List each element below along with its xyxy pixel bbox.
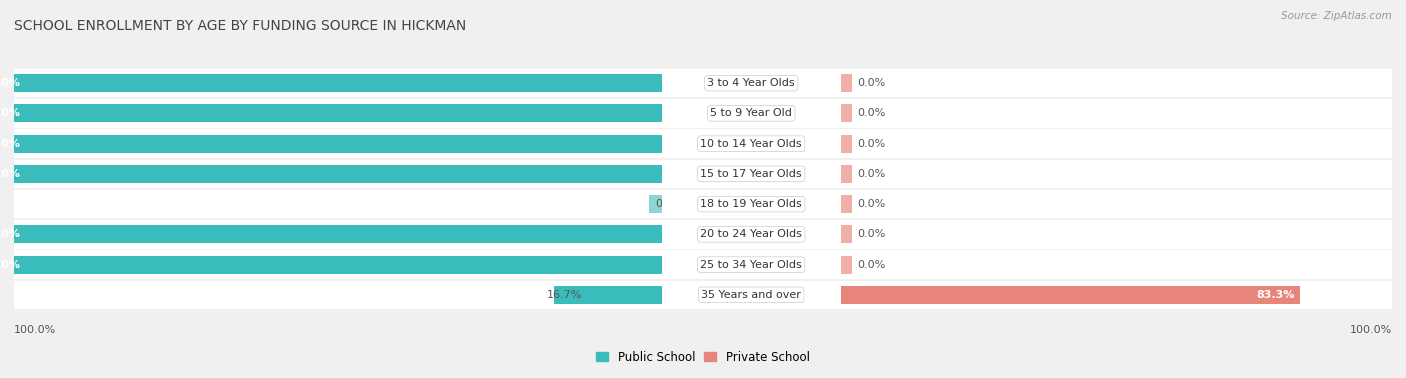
Bar bbox=[14, 99, 662, 128]
Text: Source: ZipAtlas.com: Source: ZipAtlas.com bbox=[1281, 11, 1392, 21]
Bar bbox=[554, 286, 662, 304]
Bar bbox=[662, 220, 841, 249]
Bar bbox=[14, 256, 662, 274]
Text: 100.0%: 100.0% bbox=[14, 325, 56, 335]
Text: 100.0%: 100.0% bbox=[0, 229, 21, 239]
Bar bbox=[662, 160, 841, 188]
Bar bbox=[14, 74, 662, 92]
Bar bbox=[662, 99, 841, 128]
Text: 100.0%: 100.0% bbox=[1350, 325, 1392, 335]
Text: 16.7%: 16.7% bbox=[547, 290, 582, 300]
Bar bbox=[14, 225, 662, 243]
Text: 0.0%: 0.0% bbox=[655, 199, 683, 209]
Text: 100.0%: 100.0% bbox=[0, 260, 21, 270]
Text: 0.0%: 0.0% bbox=[858, 260, 886, 270]
Bar bbox=[14, 190, 662, 218]
Bar bbox=[662, 190, 841, 218]
Text: SCHOOL ENROLLMENT BY AGE BY FUNDING SOURCE IN HICKMAN: SCHOOL ENROLLMENT BY AGE BY FUNDING SOUR… bbox=[14, 19, 467, 33]
Text: 0.0%: 0.0% bbox=[858, 229, 886, 239]
Bar bbox=[662, 69, 841, 98]
Bar bbox=[841, 250, 1392, 279]
Text: 15 to 17 Year Olds: 15 to 17 Year Olds bbox=[700, 169, 801, 179]
Bar bbox=[14, 250, 662, 279]
Bar bbox=[841, 286, 1301, 304]
Bar bbox=[14, 220, 662, 249]
Bar bbox=[841, 160, 1392, 188]
Legend: Public School, Private School: Public School, Private School bbox=[592, 346, 814, 368]
Text: 0.0%: 0.0% bbox=[858, 108, 886, 118]
Bar bbox=[14, 280, 662, 309]
Bar bbox=[648, 195, 662, 213]
Bar bbox=[841, 250, 1392, 279]
Bar bbox=[14, 220, 662, 249]
Bar bbox=[841, 280, 1392, 309]
Bar bbox=[662, 129, 841, 158]
Bar bbox=[14, 135, 662, 153]
Text: 100.0%: 100.0% bbox=[0, 169, 21, 179]
Bar bbox=[841, 220, 1392, 249]
Bar bbox=[841, 104, 852, 122]
Text: 20 to 24 Year Olds: 20 to 24 Year Olds bbox=[700, 229, 803, 239]
Bar bbox=[14, 129, 662, 158]
Bar bbox=[841, 135, 852, 153]
Bar bbox=[841, 99, 1392, 128]
Text: 100.0%: 100.0% bbox=[0, 78, 21, 88]
Bar bbox=[841, 220, 1392, 249]
Text: 10 to 14 Year Olds: 10 to 14 Year Olds bbox=[700, 139, 801, 149]
Bar bbox=[662, 69, 841, 98]
Bar bbox=[14, 160, 662, 188]
Text: 0.0%: 0.0% bbox=[858, 199, 886, 209]
Bar bbox=[662, 220, 841, 249]
Bar bbox=[841, 165, 852, 183]
Bar bbox=[841, 69, 1392, 98]
Text: 83.3%: 83.3% bbox=[1256, 290, 1295, 300]
Bar bbox=[841, 256, 852, 274]
Bar bbox=[14, 280, 662, 309]
Text: 0.0%: 0.0% bbox=[858, 169, 886, 179]
Text: 5 to 9 Year Old: 5 to 9 Year Old bbox=[710, 108, 792, 118]
Bar bbox=[662, 129, 841, 158]
Bar bbox=[841, 129, 1392, 158]
Text: 0.0%: 0.0% bbox=[858, 78, 886, 88]
Bar bbox=[662, 190, 841, 218]
Bar bbox=[841, 99, 1392, 128]
Bar bbox=[14, 69, 662, 98]
Bar bbox=[841, 225, 852, 243]
Bar bbox=[14, 165, 662, 183]
Text: 100.0%: 100.0% bbox=[0, 108, 21, 118]
Bar bbox=[14, 160, 662, 188]
Text: 100.0%: 100.0% bbox=[0, 139, 21, 149]
Text: 0.0%: 0.0% bbox=[858, 139, 886, 149]
Bar bbox=[841, 69, 1392, 98]
Text: 3 to 4 Year Olds: 3 to 4 Year Olds bbox=[707, 78, 794, 88]
Bar bbox=[14, 104, 662, 122]
Bar bbox=[14, 129, 662, 158]
Bar bbox=[841, 195, 852, 213]
Text: 35 Years and over: 35 Years and over bbox=[702, 290, 801, 300]
Bar bbox=[841, 280, 1392, 309]
Bar bbox=[662, 280, 841, 309]
Bar bbox=[14, 250, 662, 279]
Bar bbox=[841, 160, 1392, 188]
Bar bbox=[14, 69, 662, 98]
Bar bbox=[14, 190, 662, 218]
Text: 18 to 19 Year Olds: 18 to 19 Year Olds bbox=[700, 199, 801, 209]
Bar bbox=[841, 74, 852, 92]
Bar bbox=[662, 250, 841, 279]
Bar bbox=[662, 250, 841, 279]
Text: 25 to 34 Year Olds: 25 to 34 Year Olds bbox=[700, 260, 801, 270]
Bar bbox=[662, 99, 841, 128]
Bar bbox=[662, 280, 841, 309]
Bar bbox=[841, 190, 1392, 218]
Bar bbox=[841, 190, 1392, 218]
Bar bbox=[14, 99, 662, 128]
Bar bbox=[662, 160, 841, 188]
Bar bbox=[841, 129, 1392, 158]
